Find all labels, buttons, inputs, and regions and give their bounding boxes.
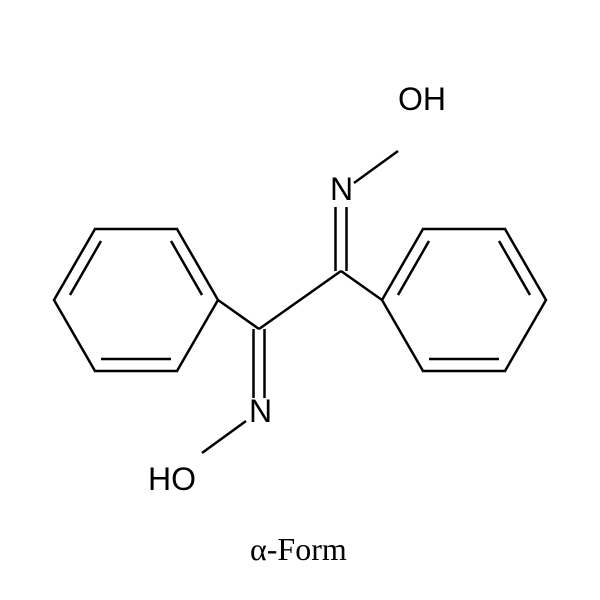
oh-top-label: OH (398, 81, 446, 117)
molecule-diagram: OH N N HO α-Form (0, 0, 600, 600)
n-top-label: N (330, 171, 353, 207)
central-chain (202, 151, 398, 453)
n-bottom-label: N (249, 393, 272, 429)
right-phenyl-ring (382, 229, 546, 371)
form-caption: α-Form (250, 531, 347, 567)
left-phenyl-ring (54, 229, 218, 371)
ho-bottom-label: HO (148, 461, 196, 497)
